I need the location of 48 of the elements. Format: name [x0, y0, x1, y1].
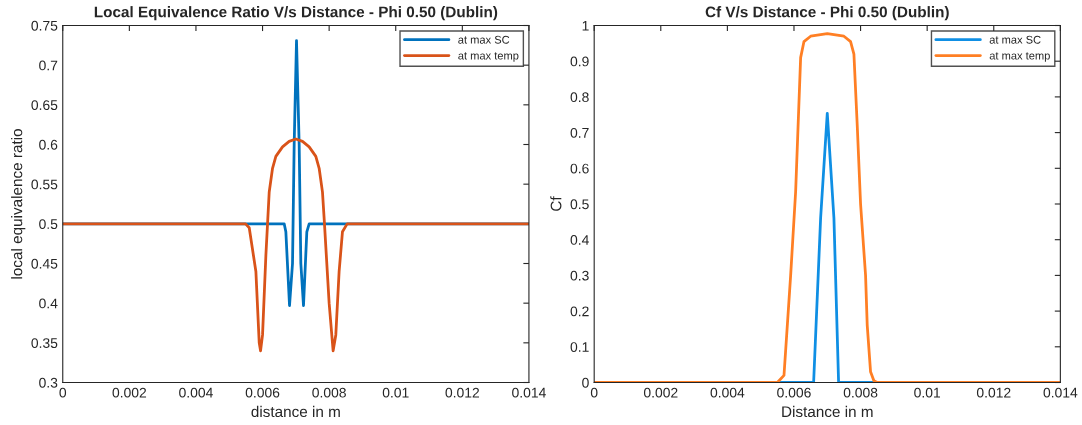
y-axis-title: local equivalence ratio: [11, 129, 26, 279]
x-axis-title: distance in m: [251, 405, 340, 418]
x-tick-label: 0.01: [914, 387, 941, 398]
y-tick-label: 0: [582, 377, 589, 388]
x-tick-label: 0.014: [512, 387, 546, 398]
y-tick-label: 0.4: [570, 235, 589, 245]
legend-label: at max temp: [458, 52, 519, 62]
x-tick-label: 0.002: [112, 387, 147, 398]
x-axis-title: Distance in m: [782, 405, 873, 418]
y-tick-label: 0.45: [31, 258, 58, 269]
x-tick-label: 0.012: [445, 387, 480, 398]
chart-title: Cf V/s Distance - Phi 0.50 (Dublin): [705, 6, 949, 21]
x-tick-label: 0.012: [976, 387, 1011, 398]
y-tick-label: 0.35: [31, 338, 58, 348]
x-tick-label: 0.006: [245, 387, 280, 398]
x-tick-label: 0.008: [312, 387, 346, 398]
y-tick-label: 0.8: [570, 92, 589, 103]
x-tick-label: 0.014: [1043, 387, 1078, 398]
x-tick-label: 0.01: [382, 387, 409, 398]
y-tick-label: 0.6: [570, 163, 589, 174]
y-tick-label: 0.4: [39, 298, 58, 309]
y-tick-label: 0.7: [39, 60, 58, 71]
chart-title: Local Equivalence Ratio V/s Distance - Phi 0.50 (Dublin): [94, 6, 498, 21]
y-axis-title: Cf: [550, 196, 562, 211]
x-tick-label: 0.008: [843, 387, 878, 398]
y-tick-label: 0.3: [39, 377, 58, 388]
x-tick-label: 0.004: [179, 387, 213, 398]
y-tick-label: 1: [582, 20, 589, 31]
x-tick-label: 0.006: [777, 387, 811, 398]
y-tick-label: 0.75: [31, 20, 58, 31]
y-tick-label: 0.7: [570, 127, 589, 138]
y-tick-label: 0.3: [570, 270, 589, 281]
legend-label: at max SC: [458, 35, 510, 44]
y-tick-label: 0.5: [39, 219, 58, 229]
y-tick-label: 0.5: [570, 199, 589, 210]
y-tick-label: 0.55: [31, 179, 58, 190]
x-tick-label: 0.004: [710, 387, 745, 398]
y-tick-label: 0.1: [570, 342, 589, 352]
line-series: [62, 137, 529, 353]
x-tick-label: 0: [590, 387, 598, 398]
legend-label: at max SC: [989, 35, 1041, 44]
y-tick-label: 0.6: [39, 139, 58, 150]
y-tick-label: 0.9: [570, 56, 589, 67]
x-tick-label: 0.002: [643, 387, 678, 398]
y-tick-label: 0.2: [570, 306, 589, 317]
x-tick-label: 0: [59, 387, 67, 398]
legend-label: at max temp: [989, 52, 1050, 62]
y-tick-label: 0.65: [31, 100, 58, 110]
